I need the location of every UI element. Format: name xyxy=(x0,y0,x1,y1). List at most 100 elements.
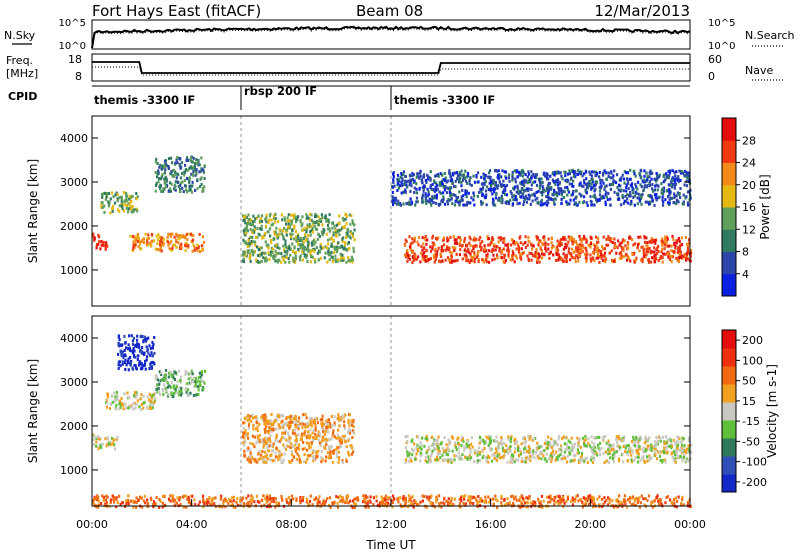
velocity-cell xyxy=(297,446,300,450)
power-cell xyxy=(319,242,322,246)
power-cell xyxy=(500,175,503,179)
power-cell xyxy=(527,239,530,243)
power-cell xyxy=(429,170,432,174)
power-cell xyxy=(593,248,596,252)
power-cell xyxy=(574,249,577,253)
velocity-cell xyxy=(150,365,154,368)
velocity-cell xyxy=(330,437,333,441)
power-cell xyxy=(435,193,438,197)
power-colorbar-swatch xyxy=(722,273,736,297)
power-cell xyxy=(552,253,555,257)
power-cell xyxy=(585,246,588,250)
power-cell xyxy=(590,174,593,178)
power-cell xyxy=(434,185,437,189)
velocity-cell xyxy=(479,459,482,463)
power-cell xyxy=(522,251,525,254)
power-cell xyxy=(347,259,350,263)
power-cell xyxy=(465,249,468,253)
velocity-cell xyxy=(173,378,176,381)
velocity-cell xyxy=(264,413,267,417)
power-cell xyxy=(468,177,471,181)
power-cell xyxy=(537,240,540,244)
power-cell xyxy=(158,185,161,189)
power-cell xyxy=(593,170,596,174)
velocity-cell xyxy=(158,370,161,374)
velocity-cell xyxy=(328,418,331,422)
power-cell xyxy=(348,213,351,217)
power-cell xyxy=(269,253,273,257)
nsky-strip: N.Sky 10^5 10^0 10^5 10^0 N.Search xyxy=(4,18,795,52)
power-cell xyxy=(595,172,599,175)
power-cell xyxy=(485,254,488,258)
velocity-cell xyxy=(532,449,535,453)
power-cell xyxy=(549,174,552,178)
velocity-cell xyxy=(643,459,646,463)
power-cell xyxy=(319,245,322,249)
velocity-cell xyxy=(95,435,98,439)
velocity-cell xyxy=(654,440,657,444)
power-cell xyxy=(585,239,589,242)
velocity-cell xyxy=(256,417,259,421)
velocity-cell xyxy=(163,378,166,382)
power-cell xyxy=(617,193,620,197)
velocity-cell xyxy=(305,441,308,445)
power-cell xyxy=(600,253,603,257)
power-cell xyxy=(287,257,290,260)
power-cell xyxy=(543,202,546,206)
power-cell xyxy=(317,223,320,227)
power-cell xyxy=(679,187,682,190)
power-cell xyxy=(169,187,172,191)
velocity-cell xyxy=(179,379,182,383)
power-cell xyxy=(545,189,548,193)
velocity-cell xyxy=(275,433,278,437)
velocity-cell xyxy=(338,416,341,420)
power-cell xyxy=(189,184,192,188)
power-cell xyxy=(429,257,432,261)
power-cell xyxy=(556,171,559,175)
power-cell xyxy=(302,251,305,255)
power-cell xyxy=(464,190,467,194)
velocity-cell xyxy=(465,442,468,446)
power-cell xyxy=(470,196,473,200)
power-cell xyxy=(507,242,510,246)
power-cell xyxy=(446,246,449,250)
power-cell xyxy=(190,172,193,176)
velocity-cell xyxy=(583,439,586,443)
power-cell xyxy=(687,172,690,176)
velocity-cell xyxy=(687,459,690,463)
power-cell xyxy=(580,237,583,241)
power-cell xyxy=(246,251,250,255)
power-cell xyxy=(640,176,643,180)
power-cell xyxy=(179,189,182,193)
power-cell xyxy=(315,214,318,218)
power-cell xyxy=(572,237,576,241)
power-cell xyxy=(337,258,340,262)
power-cell xyxy=(432,196,435,200)
power-cell xyxy=(638,173,641,177)
power-cell xyxy=(328,213,331,217)
power-cell xyxy=(313,258,316,261)
velocity-cell xyxy=(150,366,153,370)
power-cell xyxy=(494,203,497,207)
power-cell xyxy=(443,171,446,175)
velocity-cell xyxy=(142,406,145,410)
power-cell xyxy=(641,192,644,196)
power-cell xyxy=(403,182,406,186)
power-cell xyxy=(280,232,283,236)
velocity-cell xyxy=(289,436,292,440)
power-cell xyxy=(561,177,564,181)
velocity-cell xyxy=(482,440,485,444)
power-cell xyxy=(676,178,679,182)
power-cell xyxy=(651,256,654,260)
velocity-cell xyxy=(563,450,567,454)
power-cell xyxy=(490,188,493,192)
power-cell xyxy=(568,252,571,256)
velocity-cell xyxy=(127,343,130,347)
power-cell xyxy=(552,193,555,197)
power-cell xyxy=(423,237,426,241)
power-cell xyxy=(446,236,449,240)
velocity-cell xyxy=(154,397,157,400)
power-cell xyxy=(405,183,408,187)
power-cell xyxy=(665,175,668,179)
velocity-cell xyxy=(662,435,665,439)
